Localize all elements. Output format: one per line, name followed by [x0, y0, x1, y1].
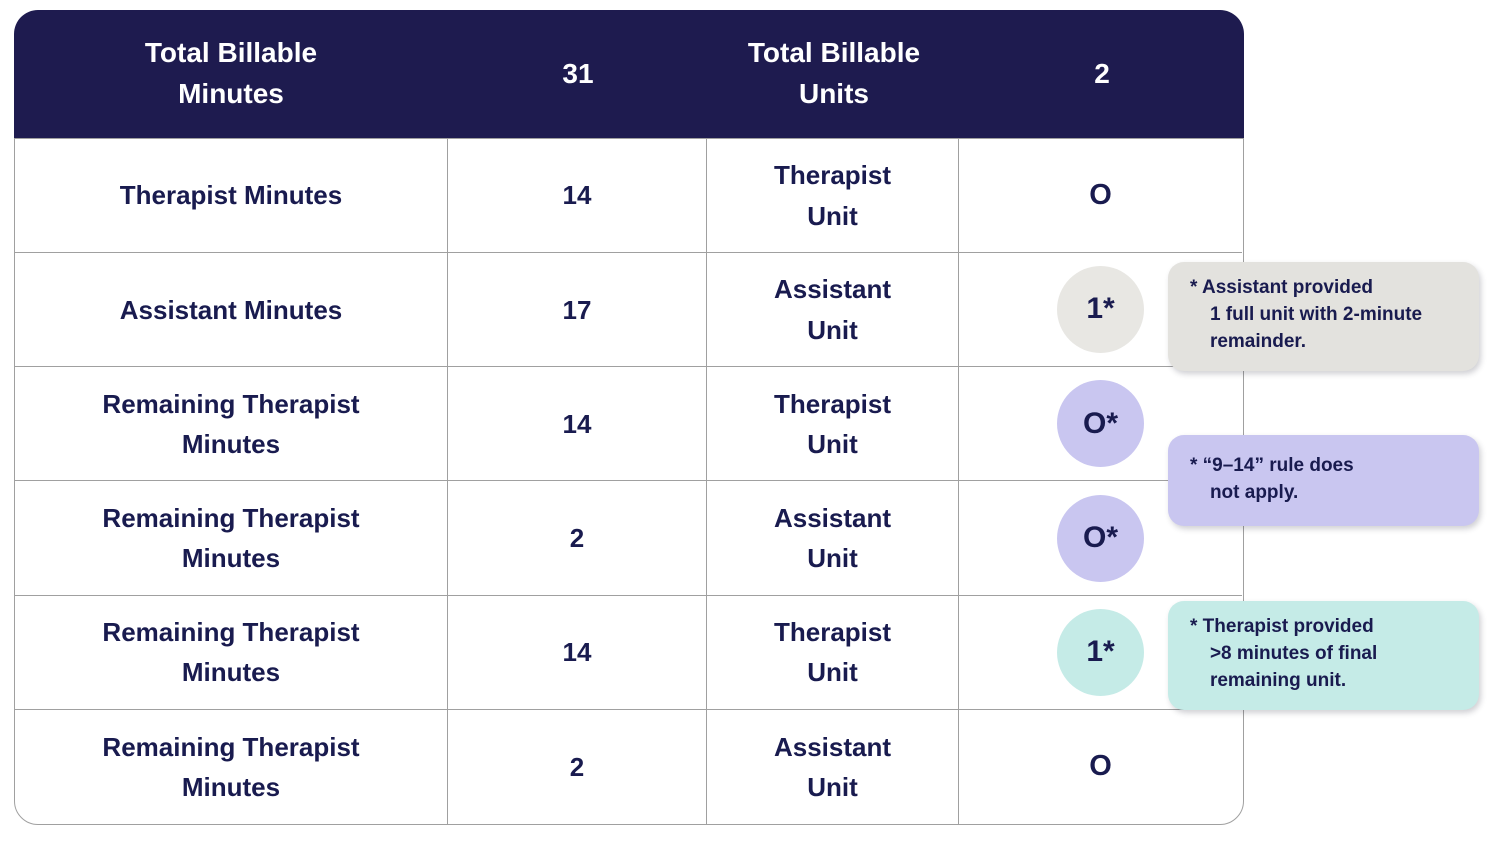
assistant-remainder-callout: * Assistant provided 1 full unit with 2-… — [1168, 262, 1479, 371]
row-label-cell: Remaining Therapist Minutes — [15, 709, 448, 824]
unit-label-cell: Assistant Unit — [707, 253, 959, 368]
header-total-billable-minutes-label: Total Billable Minutes — [144, 37, 318, 109]
teal-unit-badge: 1* — [1057, 608, 1144, 696]
minutes-value-cell: 14 — [448, 139, 707, 254]
header-total-billable-minutes-value: 31 — [562, 57, 594, 89]
rule-not-apply-callout-text: * “9–14” rule does not apply. — [1190, 454, 1354, 503]
units-value-cell: O* — [959, 481, 1242, 596]
minutes-value-cell: 17 — [448, 253, 707, 368]
units-value-cell: O — [1089, 750, 1112, 783]
minutes-value-cell: 2 — [448, 481, 707, 596]
rule-not-apply-callout: * “9–14” rule does not apply. — [1168, 435, 1479, 526]
row-label-cell: Assistant Minutes — [15, 253, 448, 368]
row-label-cell: Remaining Therapist Minutes — [15, 367, 448, 482]
units-value-cell: 1* — [959, 253, 1242, 368]
unit-label-cell: Therapist Unit — [707, 595, 959, 710]
gray-unit-badge: 1* — [1057, 266, 1144, 354]
row-label-cell: Remaining Therapist Minutes — [15, 481, 448, 596]
table-body: Therapist Minutes 14 Therapist Unit O As… — [14, 138, 1244, 825]
units-value-cell: O* — [959, 367, 1242, 482]
minutes-value-cell: 14 — [448, 595, 707, 710]
header-total-billable-units-value: 2 — [1094, 57, 1110, 89]
units-value-cell: 1* — [959, 596, 1242, 710]
minutes-value-cell: 14 — [448, 367, 707, 482]
row-label-cell: Remaining Therapist Minutes — [15, 595, 448, 710]
unit-label-cell: Therapist Unit — [707, 367, 959, 482]
purple-unit-badge: O* — [1057, 494, 1144, 582]
table-header-row: Total Billable Minutes 31 Total Billable… — [14, 10, 1244, 138]
assistant-remainder-callout-text: * Assistant provided 1 full unit with 2-… — [1190, 277, 1423, 352]
unit-label-cell: Assistant Unit — [707, 481, 959, 596]
row-label-cell: Therapist Minutes — [15, 139, 448, 254]
therapist-final-unit-callout-text: * Therapist provided >8 minutes of final… — [1190, 616, 1378, 691]
header-total-billable-units-label: Total Billable Units — [747, 37, 921, 109]
minutes-value-cell: 2 — [448, 709, 707, 824]
therapist-final-unit-callout: * Therapist provided >8 minutes of final… — [1168, 601, 1479, 710]
purple-unit-badge: O* — [1057, 380, 1144, 468]
unit-label-cell: Assistant Unit — [707, 709, 959, 824]
unit-label-cell: Therapist Unit — [707, 139, 959, 254]
units-value-cell: O — [959, 139, 1242, 254]
